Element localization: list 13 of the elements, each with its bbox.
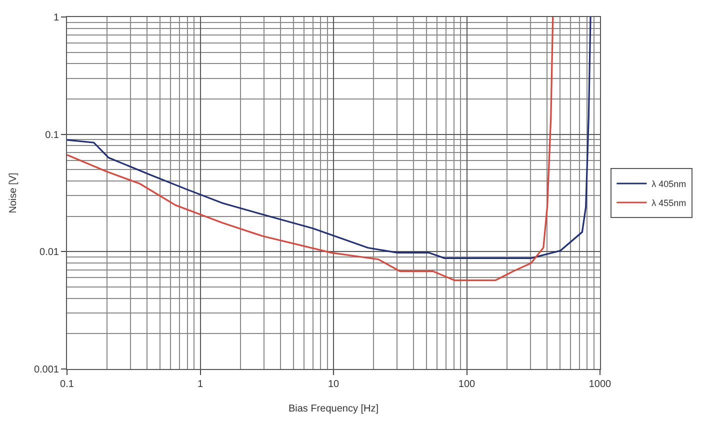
x-tick-label: 1 bbox=[197, 379, 204, 390]
legend-label: λ 455nm bbox=[652, 198, 686, 208]
x-tick-label: 10 bbox=[328, 379, 340, 390]
y-axis-title: Noise [V] bbox=[8, 172, 19, 214]
y-tick-label: 0.01 bbox=[40, 247, 60, 258]
legend-label: λ 405nm bbox=[652, 179, 686, 190]
x-tick-label: 100 bbox=[458, 379, 476, 390]
y-tick-label: 0.1 bbox=[45, 130, 60, 141]
y-tick-label: 1 bbox=[53, 12, 60, 24]
x-tick-label: 1000 bbox=[588, 379, 612, 390]
x-tick-label: 0.1 bbox=[60, 379, 74, 390]
x-axis-title: Bias Frequency [Hz] bbox=[288, 404, 379, 414]
y-tick-label: 0.001 bbox=[34, 364, 60, 376]
